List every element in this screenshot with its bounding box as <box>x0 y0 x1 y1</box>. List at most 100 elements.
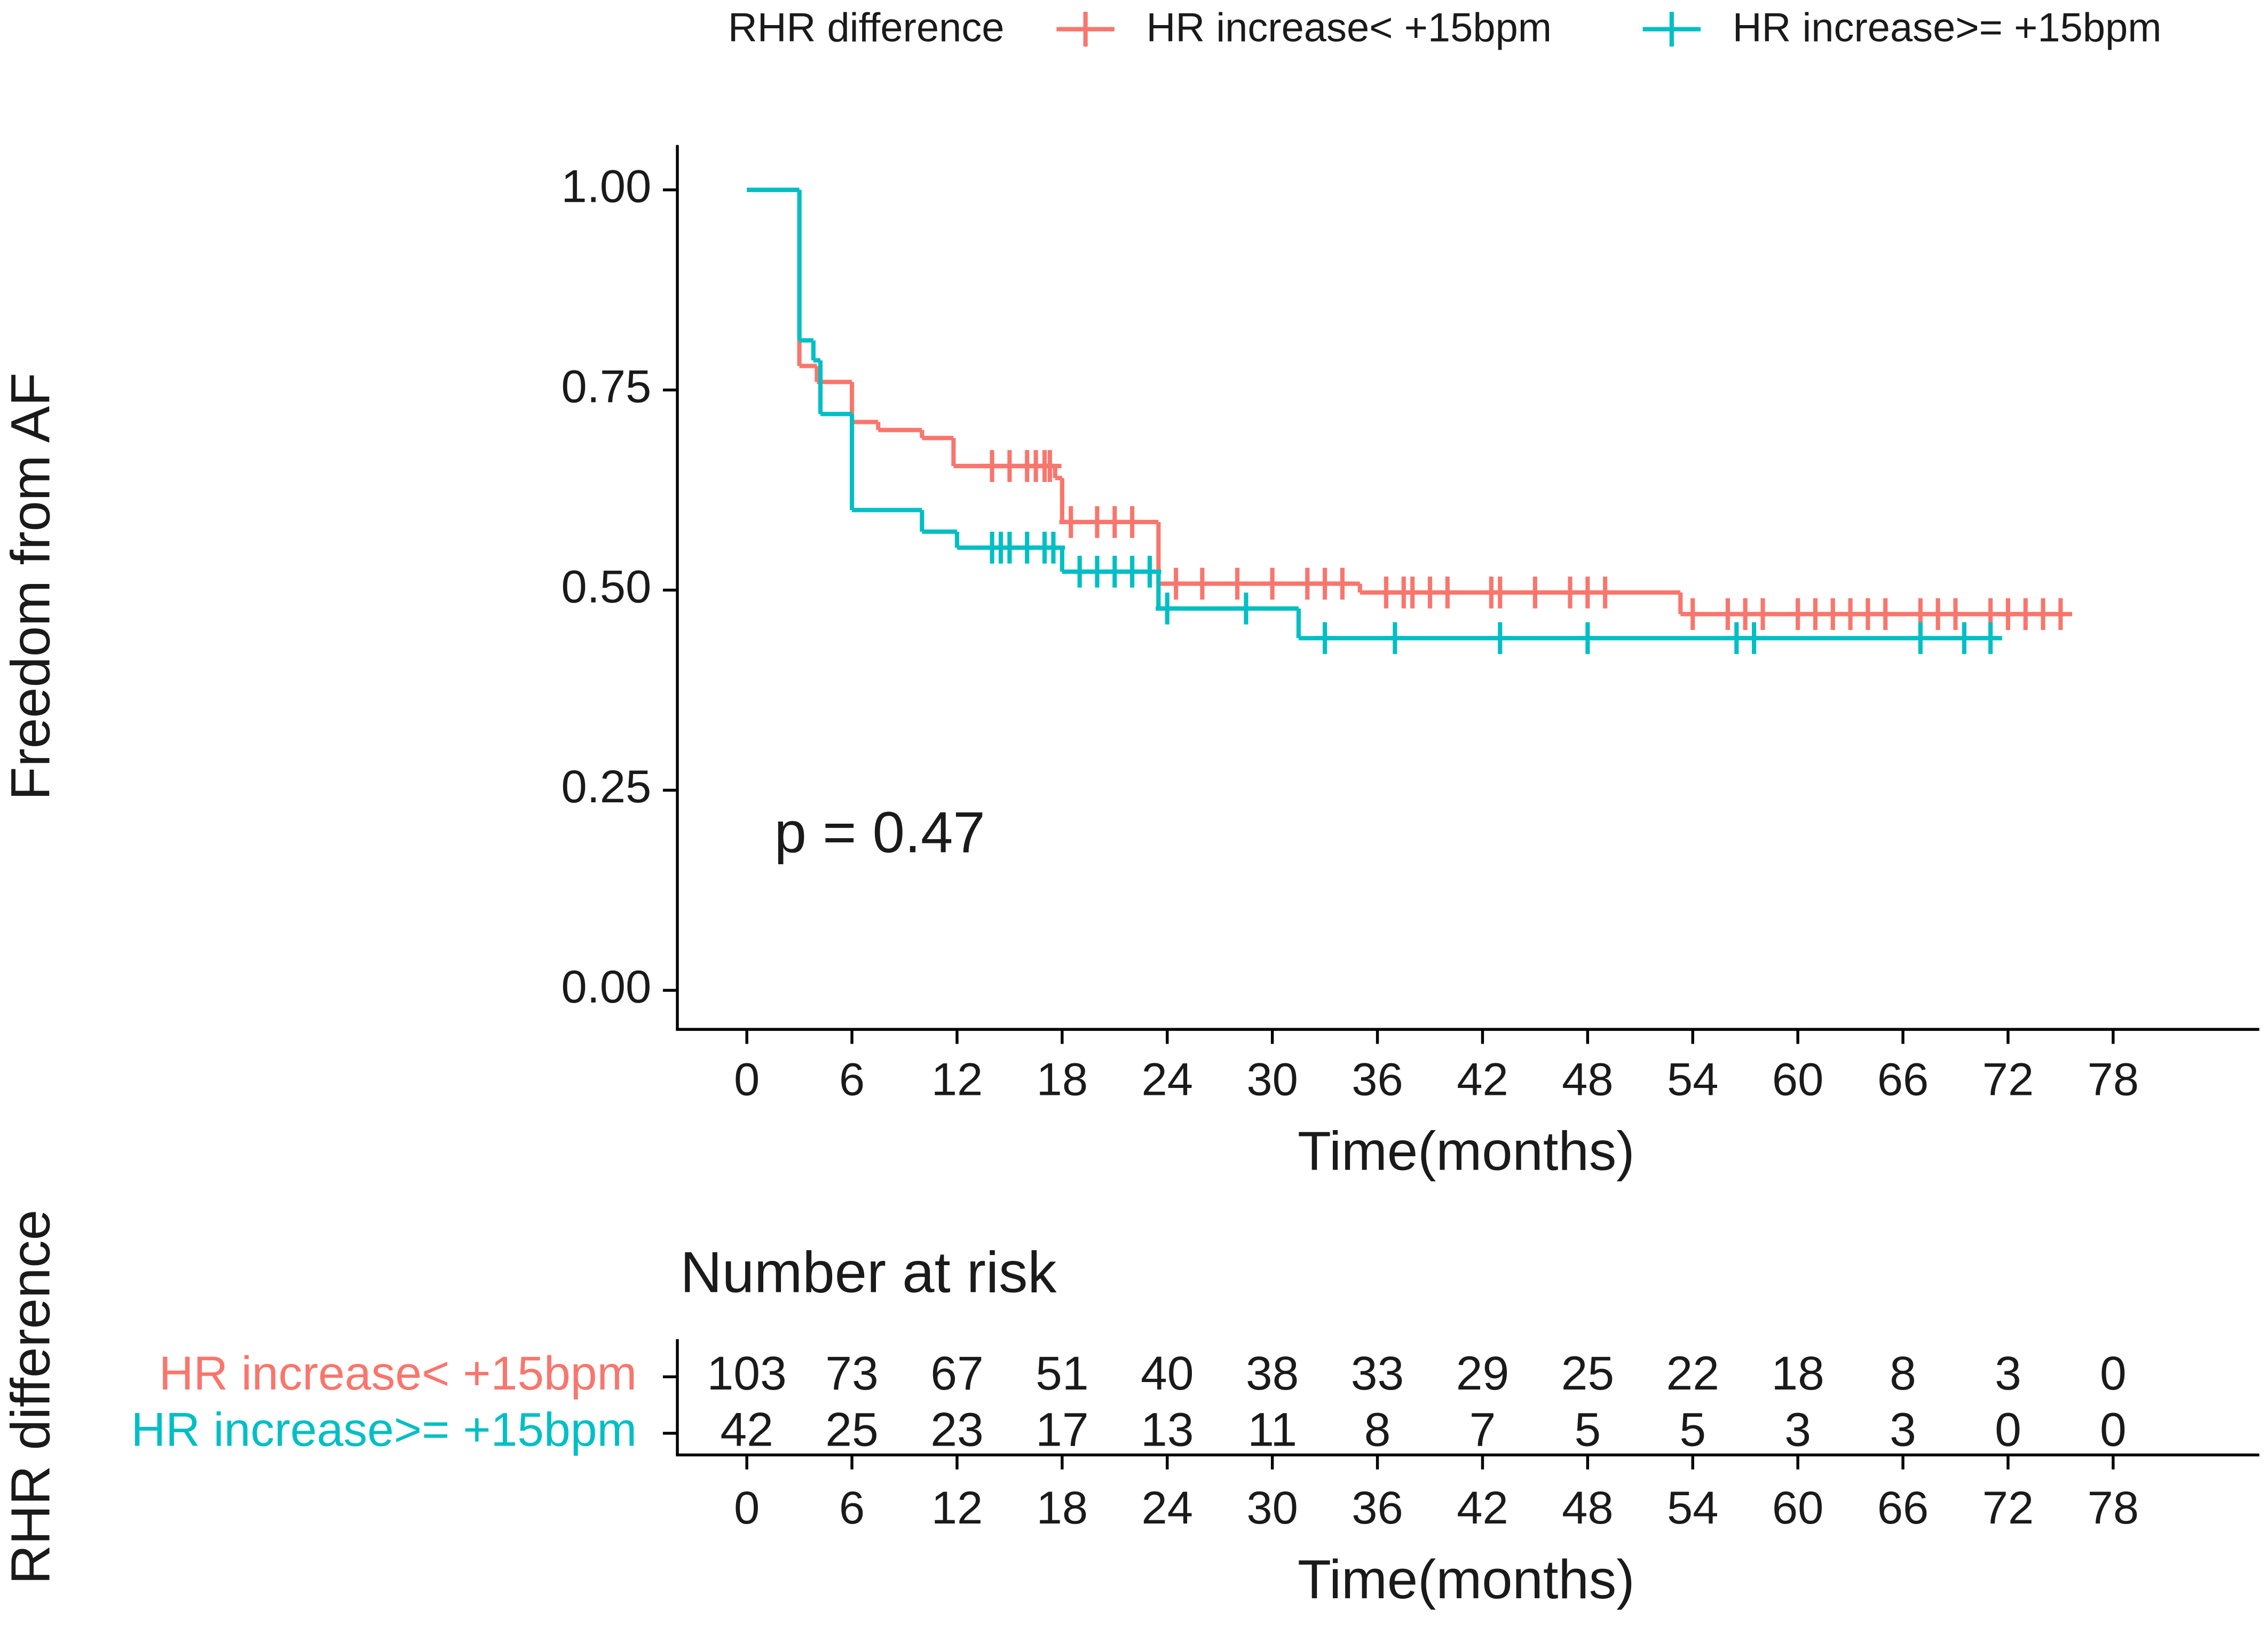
table-x-tick-label: 36 <box>1352 1482 1403 1534</box>
x-tick-label: 18 <box>1037 1054 1088 1106</box>
x-tick-label: 12 <box>931 1054 983 1106</box>
table-row-label: HR increase>= +15bpm <box>131 1403 637 1456</box>
censor-mark <box>1488 622 1512 654</box>
censor-mark <box>1943 598 1967 630</box>
table-value: 18 <box>1771 1346 1824 1400</box>
x-tick-label: 30 <box>1246 1054 1298 1106</box>
table-value: 8 <box>1364 1403 1391 1456</box>
censor-mark <box>1313 622 1337 654</box>
table-value: 29 <box>1456 1346 1510 1400</box>
y-tick-label: 0.75 <box>561 360 651 412</box>
table-value: 42 <box>720 1403 773 1456</box>
y-tick-label: 0.00 <box>561 961 651 1013</box>
table-value: 7 <box>1469 1403 1496 1456</box>
table-value: 5 <box>1574 1403 1601 1456</box>
table-value: 0 <box>2100 1346 2127 1400</box>
table-x-tick-label: 72 <box>1982 1482 2034 1534</box>
table-x-tick-label: 54 <box>1667 1482 1719 1534</box>
censor-mark <box>1979 622 2002 654</box>
table-x-tick-label: 60 <box>1772 1482 1824 1534</box>
table-value: 51 <box>1036 1346 1089 1400</box>
x-axis-title: Time(months) <box>1298 1120 1635 1182</box>
table-value: 0 <box>1995 1403 2021 1456</box>
censor-mark <box>1436 577 1459 609</box>
table-x-tick-label: 24 <box>1142 1482 1194 1534</box>
table-value: 103 <box>707 1346 787 1400</box>
censor-mark <box>1953 622 1976 654</box>
censor-mark <box>1874 598 1897 630</box>
table-value: 67 <box>930 1346 984 1400</box>
x-tick-label: 72 <box>1982 1054 2034 1106</box>
table-x-tick-label: 0 <box>734 1482 760 1534</box>
censor-mark <box>1041 532 1065 564</box>
y-tick-label: 0.25 <box>561 761 651 812</box>
table-value: 22 <box>1666 1346 1719 1400</box>
table-x-tick-label: 12 <box>931 1482 983 1534</box>
censor-mark <box>1120 506 1144 538</box>
table-value: 23 <box>930 1403 984 1456</box>
table-value: 25 <box>825 1403 879 1456</box>
censor-mark <box>1226 567 1249 600</box>
table-value: 13 <box>1141 1403 1194 1456</box>
table-x-tick-label: 78 <box>2088 1482 2139 1534</box>
censor-mark <box>2049 598 2073 630</box>
x-tick-label: 60 <box>1772 1054 1824 1106</box>
table-y-title: RHR difference <box>0 1210 61 1584</box>
x-tick-label: 6 <box>839 1054 865 1106</box>
table-value: 8 <box>1890 1346 1916 1400</box>
x-tick-label: 66 <box>1877 1054 1929 1106</box>
censor-mark <box>1909 622 1932 654</box>
table-value: 38 <box>1246 1346 1299 1400</box>
table-x-tick-label: 18 <box>1037 1482 1088 1534</box>
x-tick-label: 78 <box>2088 1054 2139 1106</box>
table-value: 40 <box>1141 1346 1194 1400</box>
table-value: 5 <box>1679 1403 1706 1456</box>
censor-mark <box>1156 593 1179 625</box>
x-tick-label: 0 <box>734 1054 760 1106</box>
censor-mark <box>1164 567 1188 600</box>
censor-mark <box>1059 506 1082 538</box>
table-value: 17 <box>1036 1403 1089 1456</box>
y-axis-title: Freedom from AF <box>0 373 61 800</box>
table-value: 33 <box>1351 1346 1404 1400</box>
censor-mark <box>1751 598 1775 630</box>
table-x-tick-label: 42 <box>1457 1482 1508 1534</box>
censor-mark <box>1488 577 1512 609</box>
x-tick-label: 24 <box>1142 1054 1194 1106</box>
censor-mark <box>1681 598 1704 630</box>
y-tick-label: 0.50 <box>561 561 651 612</box>
table-x-tick-label: 66 <box>1877 1482 1929 1534</box>
annotation: p = 0.47 <box>775 800 985 864</box>
censor-mark <box>1038 450 1062 482</box>
x-tick-label: 42 <box>1457 1054 1508 1106</box>
legend-title: RHR difference <box>728 5 1005 50</box>
x-tick-label: 36 <box>1352 1054 1403 1106</box>
legend-swatch <box>1642 12 1701 47</box>
censor-mark <box>1576 622 1600 654</box>
table-value: 25 <box>1561 1346 1615 1400</box>
legend-swatch <box>1056 12 1115 47</box>
censor-mark <box>1523 577 1547 609</box>
x-tick-label: 54 <box>1667 1054 1719 1106</box>
legend-label: HR increase< +15bpm <box>1147 5 1552 50</box>
censor-mark <box>1190 567 1214 600</box>
table-x-tick-label: 48 <box>1562 1482 1614 1534</box>
y-tick-label: 1.00 <box>561 161 651 212</box>
table-x-tick-label: 30 <box>1246 1482 1298 1534</box>
censor-mark <box>1331 567 1354 600</box>
table-value: 3 <box>1890 1403 1916 1456</box>
x-tick-label: 48 <box>1562 1054 1614 1106</box>
table-x-title: Time(months) <box>1298 1549 1635 1610</box>
table-value: 3 <box>1784 1403 1811 1456</box>
table-row-label: HR increase< +15bpm <box>159 1346 637 1400</box>
legend-label: HR increase>= +15bpm <box>1733 5 2162 50</box>
table-title: Number at risk <box>680 1240 1057 1305</box>
table-value: 0 <box>2100 1403 2127 1456</box>
censor-mark <box>1234 593 1258 625</box>
table-x-tick-label: 6 <box>839 1482 865 1534</box>
censor-mark <box>1138 556 1161 588</box>
censor-mark <box>1383 622 1407 654</box>
table-value: 73 <box>825 1346 879 1400</box>
